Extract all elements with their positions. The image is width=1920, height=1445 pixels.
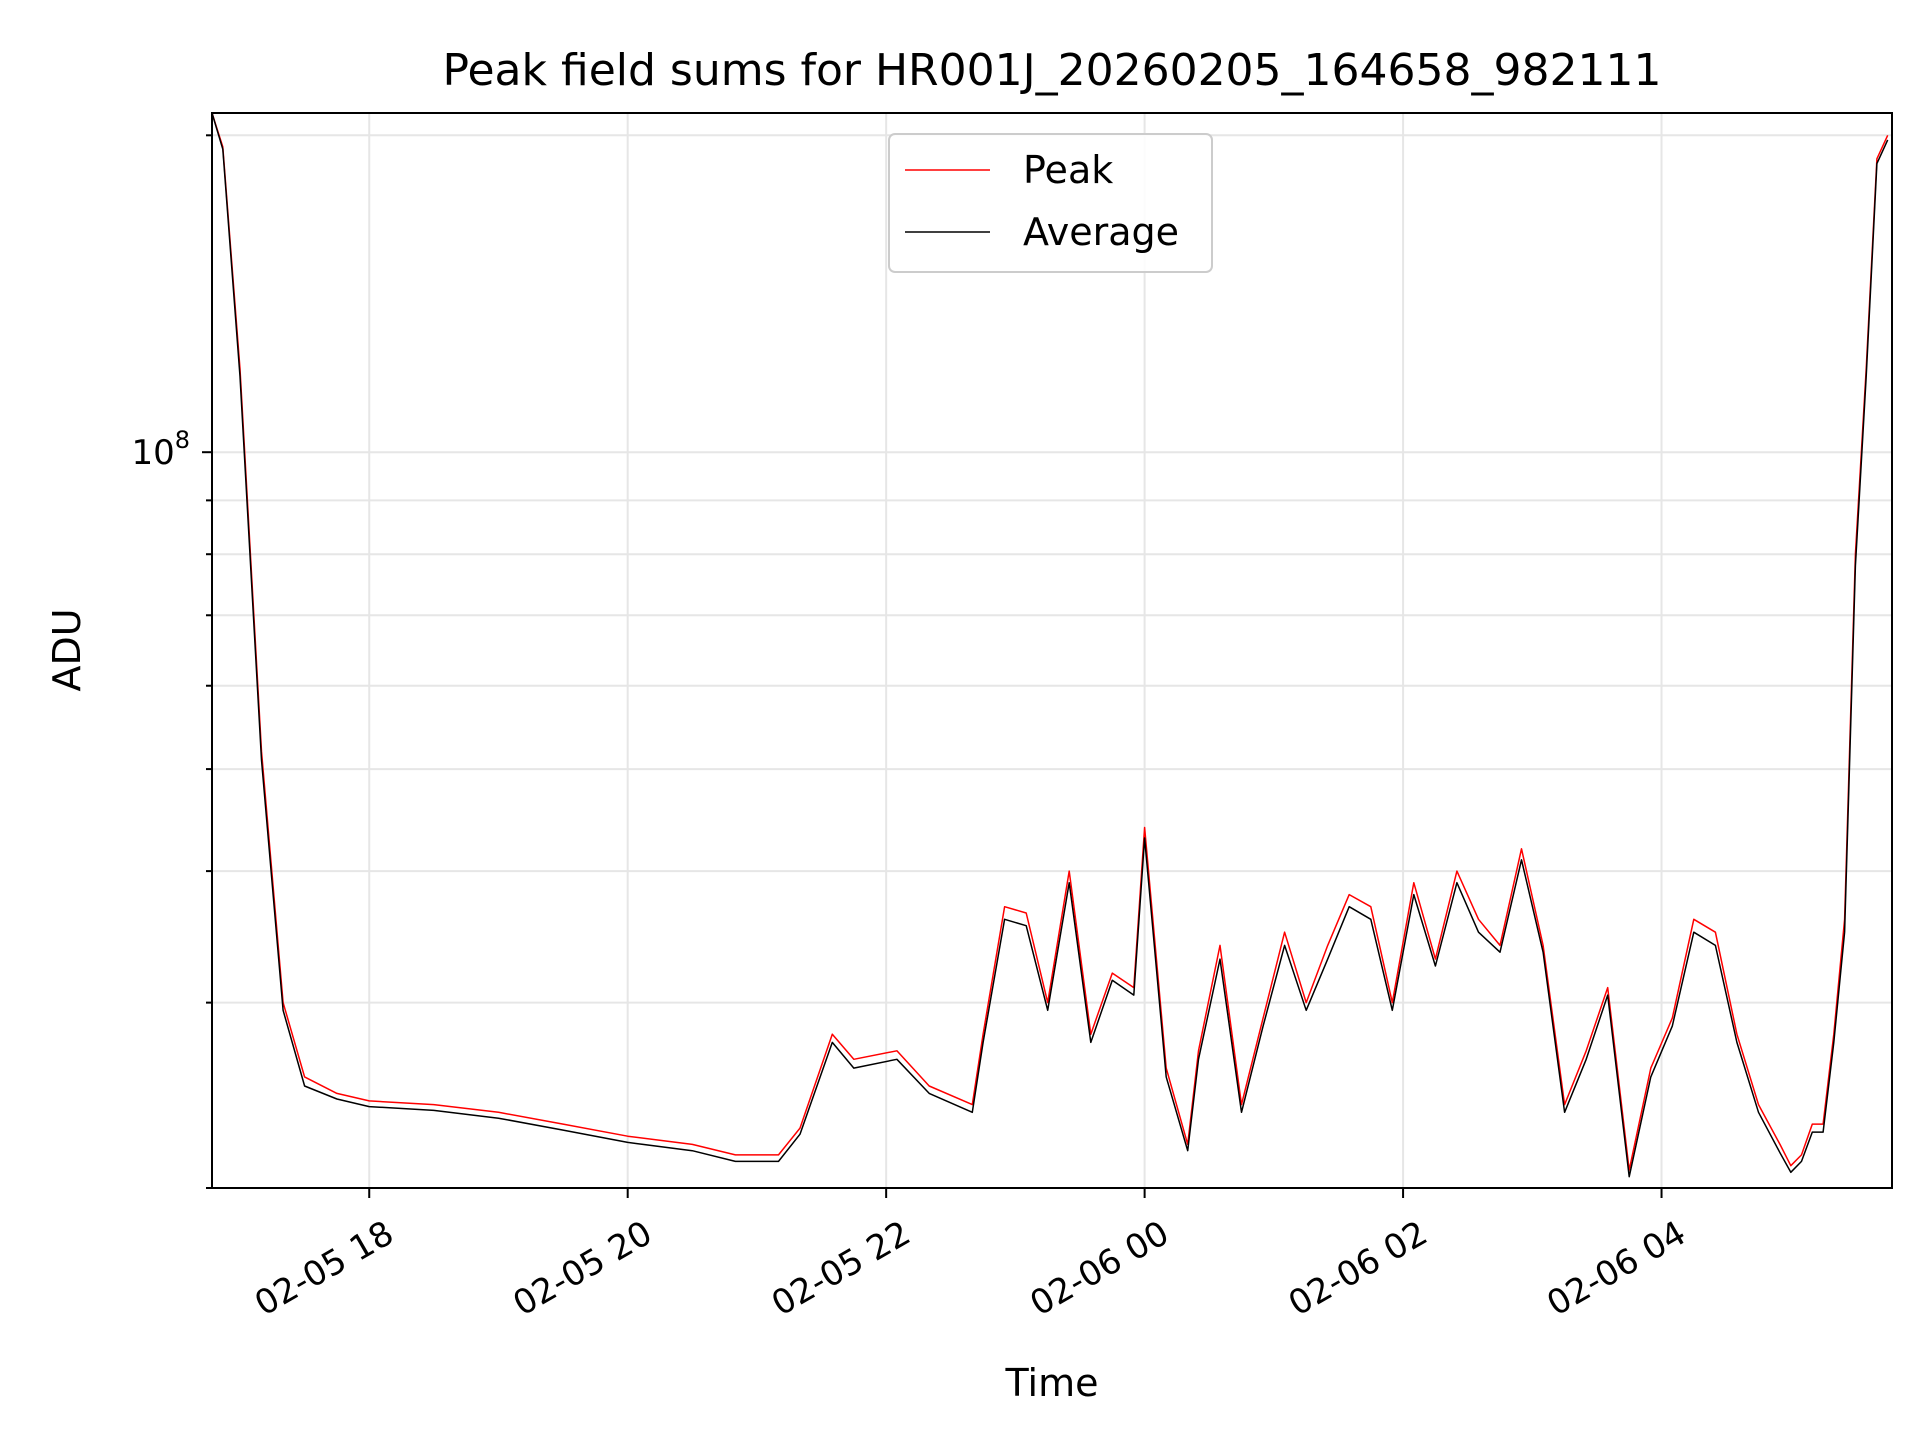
x-tick-label: 02-06 02 [1282, 1213, 1434, 1324]
grid [212, 113, 1892, 1189]
legend-label-average: Average [1023, 210, 1179, 254]
legend: Peak Average [888, 133, 1213, 273]
y-axis-label: ADU [45, 608, 89, 691]
x-tick-label: 02-05 22 [765, 1213, 917, 1324]
x-tick-label: 02-05 20 [507, 1213, 659, 1324]
series-line-average [211, 112, 1889, 1178]
axis-ticks: 108 02-05 18 02-05 20 02-05 22 02-06 00 02-06… [131, 134, 1693, 1324]
x-tick-label: 02-06 04 [1540, 1213, 1692, 1324]
x-axis-label: Time [1005, 1361, 1099, 1405]
series-line-peak [211, 112, 1889, 1171]
y-tick-label: 108 [131, 426, 190, 473]
x-tick-label: 02-05 18 [248, 1213, 400, 1324]
chart-title: Peak field sums for HR001J_20260205_1646… [443, 45, 1662, 96]
series-lines [211, 112, 1889, 1178]
legend-box [888, 133, 1213, 273]
legend-label-peak: Peak [1023, 148, 1113, 192]
x-tick-label: 02-06 00 [1023, 1213, 1175, 1324]
plot-frame [211, 112, 1893, 1189]
